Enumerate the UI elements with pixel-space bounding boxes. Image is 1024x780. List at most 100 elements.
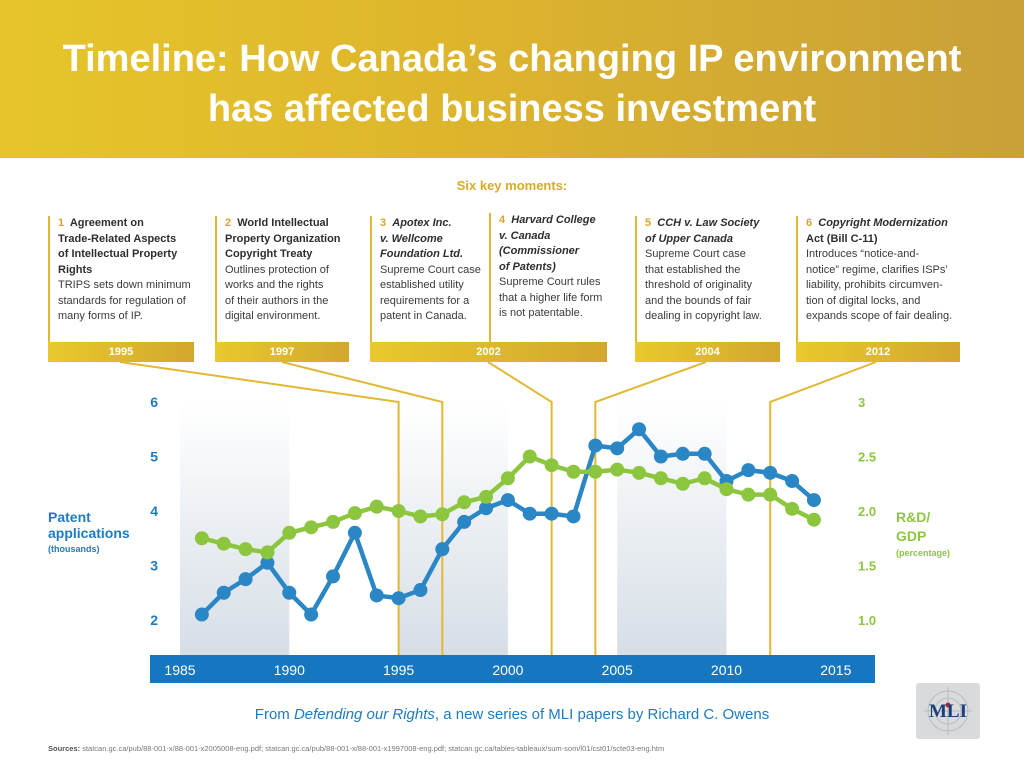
moment-4-number: 4: [499, 214, 506, 226]
y-right-label-2: GDP: [896, 528, 926, 544]
event-connectors: [119, 361, 877, 655]
event-connector-1997: [281, 361, 444, 655]
patents-point: [806, 493, 821, 508]
patents-point: [544, 506, 559, 521]
x-tick-label: 1990: [274, 662, 305, 678]
y-left-tick-label: 3: [150, 558, 158, 574]
x-tick-label: 2015: [820, 662, 851, 678]
title-line-1: Timeline: How Canada’s changing IP envir…: [62, 38, 962, 80]
moment-3-number: 3: [380, 217, 387, 229]
patents-point: [500, 493, 515, 508]
patents-point: [413, 583, 428, 598]
rd-gdp-point: [216, 536, 231, 551]
rd-gdp-point: [457, 495, 472, 510]
patents-point: [391, 591, 406, 606]
year-bar-1995: 1995: [48, 342, 194, 362]
y-left-label-2: applications: [48, 525, 130, 541]
mli-logo: MLI: [916, 683, 980, 739]
y-right-tick-label: 1.5: [858, 559, 876, 574]
y-right-tick-label: 2.5: [858, 450, 876, 465]
rd-gdp-point: [347, 506, 362, 521]
patents-point: [632, 422, 647, 437]
moment-1-rule: [48, 216, 50, 344]
patents-point: [588, 438, 603, 453]
x-axis-bar: [150, 655, 875, 683]
moment-2: 2 World Intellectual Property Organizati…: [225, 217, 341, 322]
moment-2-rule: [215, 216, 217, 344]
rd-gdp-point: [544, 458, 559, 473]
rd-gdp-point: [785, 501, 800, 516]
patents-point: [522, 506, 537, 521]
patents-point: [326, 569, 341, 584]
patents-point: [347, 525, 362, 540]
moment-6-number: 6: [806, 217, 813, 229]
x-tick-label: 1995: [383, 662, 414, 678]
x-tick-label: 2000: [492, 662, 523, 678]
shaded-decades: [180, 402, 727, 655]
year-bar-2002: 2002: [370, 342, 607, 362]
y-left-tick-label: 4: [150, 503, 158, 519]
patents-point: [653, 449, 668, 464]
rd-gdp-point: [194, 531, 209, 546]
rd-gdp-point: [238, 542, 253, 557]
rd-gdp-point: [522, 449, 537, 464]
x-tick-labels: 1985 1990 1995 2000 2005 2010 2015: [164, 662, 851, 678]
year-bar-2012: 2012: [796, 342, 960, 362]
rd-gdp-point: [719, 482, 734, 497]
x-tick-label: 1985: [164, 662, 195, 678]
logo-text: MLI: [929, 701, 967, 722]
rd-gdp-point: [304, 520, 319, 535]
moment-5: 5 CCH v. Law Society of Upper Canada Sup…: [645, 217, 762, 322]
title-line-2: has affected business investment: [207, 88, 817, 130]
x-tick-label: 2005: [602, 662, 633, 678]
rd-gdp-point: [610, 462, 625, 477]
y-right-tick-label: 3: [858, 395, 865, 410]
moment-5-rule: [635, 216, 637, 344]
y-right-tick-label: 2.0: [858, 504, 876, 519]
rd-gdp-point: [282, 525, 297, 540]
logo-target-icon: [924, 687, 972, 735]
year-bar-2004: 2004: [635, 342, 780, 362]
rd-gdp-point: [675, 476, 690, 491]
y-right-unit: (percentage): [896, 548, 950, 558]
right-tick-labels: 3 2.5 2.0 1.5 1.0: [858, 395, 876, 628]
patents-point: [675, 446, 690, 461]
left-tick-labels: 6 5 4 3 2: [150, 394, 158, 628]
header-banner: Timeline: How Canada’s changing IP envir…: [0, 0, 1024, 158]
moment-5-number: 5: [645, 217, 652, 229]
patents-point: [216, 585, 231, 600]
moment-2-number: 2: [225, 217, 232, 229]
patents-point: [763, 465, 778, 480]
event-connector-2012: [769, 361, 877, 655]
patents-point: [260, 555, 275, 570]
rd-gdp-point: [435, 507, 450, 522]
patents-point: [194, 607, 209, 622]
footer-note: From Defending our Rights, a new series …: [254, 706, 770, 723]
moment-3: 3 Apotex Inc. v. Wellcome Foundation Ltd…: [380, 217, 481, 322]
moment-6: 6 Copyright Modernization Act (Bill C-11…: [806, 217, 953, 322]
shaded-band: [617, 402, 727, 655]
patents-point: [566, 509, 581, 524]
y-left-label-1: Patent: [48, 509, 91, 525]
patents-point: [479, 501, 494, 516]
rd-gdp-point: [741, 487, 756, 502]
y-left-unit: (thousands): [48, 544, 100, 554]
moment-3-rule: [370, 216, 372, 344]
patents-point: [457, 514, 472, 529]
rd-gdp-point: [763, 487, 778, 502]
moment-4-rule: [489, 213, 491, 344]
paper-series-title: Defending our Rights: [293, 706, 435, 723]
rd-gdp-point: [260, 545, 275, 560]
six-key-moments-heading: Six key moments:: [456, 178, 568, 193]
y-right-tick-label: 1.0: [858, 613, 876, 628]
shaded-band: [398, 402, 508, 655]
sources-line: Sources: statcan.gc.ca/pub/88-001-x/88-0…: [48, 744, 665, 753]
patents-point: [697, 446, 712, 461]
patents-point: [369, 588, 384, 603]
y-left-tick-label: 6: [150, 394, 158, 410]
patents-point: [785, 474, 800, 489]
rd-gdp-point: [697, 471, 712, 486]
patents-point: [741, 463, 756, 478]
rd-gdp-point: [500, 471, 515, 486]
